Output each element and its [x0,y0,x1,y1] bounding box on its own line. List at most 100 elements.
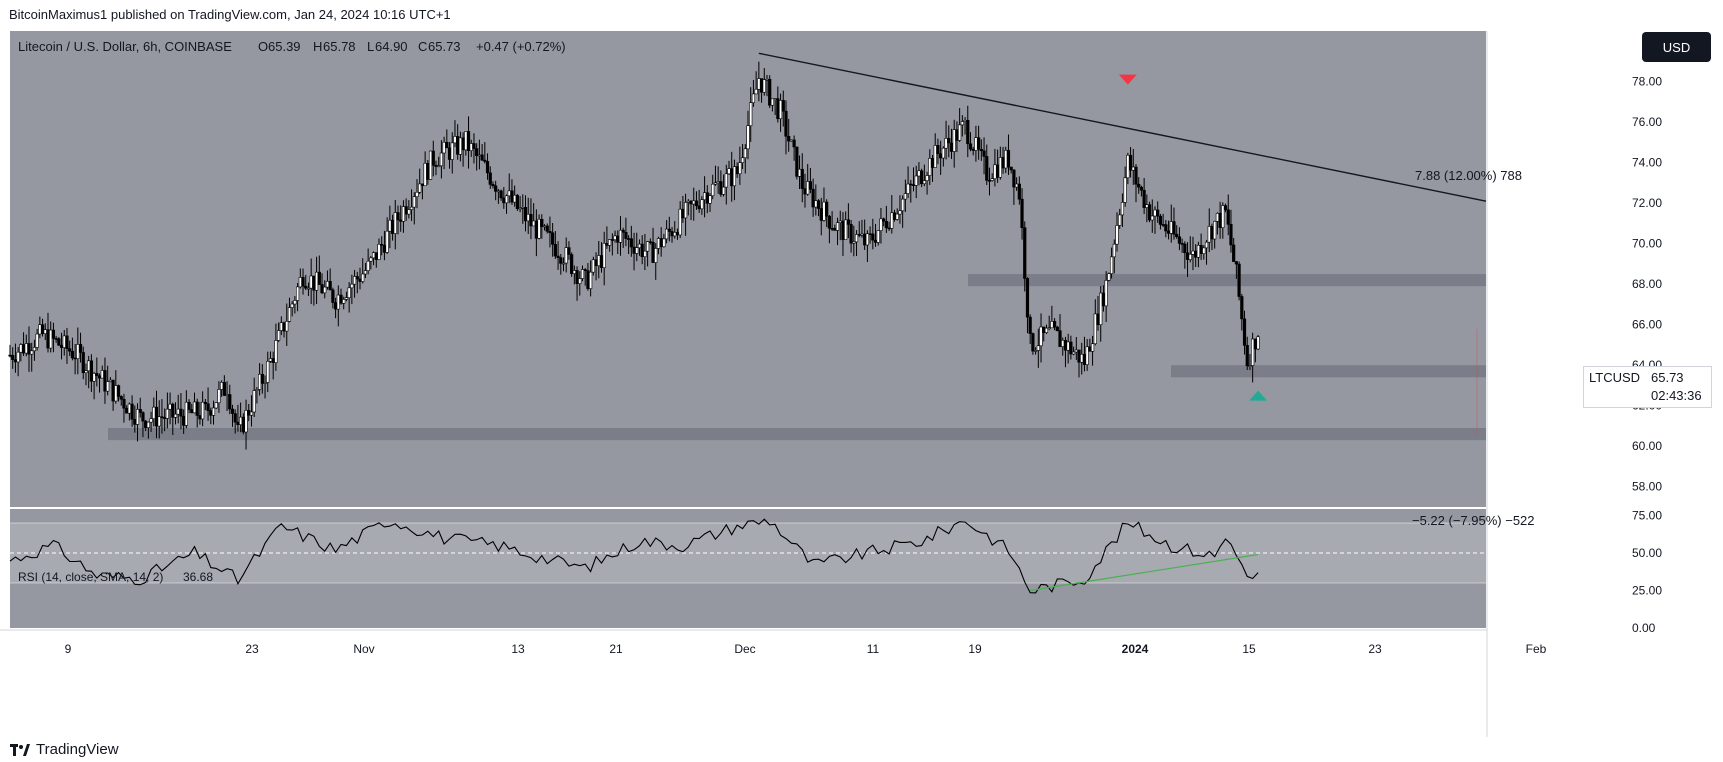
candle-body [787,135,791,142]
candle-body [491,184,495,187]
candle-body [19,344,23,353]
candle-body [374,252,378,260]
symbol-price-tag: LTCUSD 65.73 02:43:36 [1583,366,1712,408]
candle-body [97,375,102,379]
candle-body [933,145,937,168]
candle-body [488,172,492,185]
candle-body [860,233,864,236]
candle-body [331,289,335,303]
candle-body [130,403,134,420]
candle-body [1069,341,1073,355]
candle-body [38,324,42,335]
candle-body [323,286,327,294]
candle-body [863,233,867,246]
candle-body [1137,183,1141,188]
candle-body [65,335,69,349]
candle-body [358,278,362,282]
candle-body [675,232,680,236]
candle-body [222,382,226,396]
candle-body [876,230,880,243]
candle-body [646,241,650,252]
candle-body [852,241,856,244]
candle-body [1248,365,1252,367]
rsi-tick-label: 25.00 [1632,584,1662,598]
time-tick-label: 9 [65,642,72,656]
candle-body [1036,345,1040,351]
candle-body [610,239,614,241]
candle-body [350,283,354,289]
candle-body [399,219,403,222]
candle-body [1204,241,1209,249]
rsi-legend-value: 36.68 [183,570,213,584]
time-tick-label: 19 [968,642,982,656]
candle-body [651,241,655,263]
candle-body [759,78,764,93]
candle-body [792,139,796,148]
legend-low: 64.90 [375,39,408,54]
time-tick-label: 23 [245,642,259,656]
candle-body [225,394,229,396]
candle-body [854,234,859,243]
candle-body [135,409,140,425]
candle-body [1234,261,1238,265]
candle-body [599,255,604,268]
candle-body [412,196,416,208]
candle-body [689,200,693,205]
candle-body [30,350,34,355]
candle-body [176,408,180,415]
candle-body [532,220,536,227]
candle-body [711,183,715,197]
candle-body [985,156,989,181]
candle-body [1058,330,1062,347]
candle-body [1112,243,1116,258]
candle-body [409,206,414,210]
candle-body [1245,345,1249,367]
candle-body [119,396,123,400]
candle-body [941,147,945,159]
candle-body [887,227,891,230]
currency-button[interactable]: USD [1642,32,1711,62]
candle-body [198,415,202,420]
candle-body [958,124,962,141]
candle-body [1123,177,1127,203]
candle-body [187,401,191,410]
candle-body [808,181,813,190]
candle-body [195,401,199,416]
candle-body [1044,327,1049,333]
candle-body [955,129,959,141]
candle-body [998,157,1002,178]
candle-body [548,231,552,234]
candle-body [263,382,267,384]
candle-body [393,212,397,234]
buy-marker-icon [1249,390,1268,401]
candle-body [1240,296,1244,320]
candle-body [1128,154,1133,171]
candle-body [665,228,669,240]
candle-body [485,161,490,174]
candle-body [789,139,794,142]
candle-body [781,100,785,112]
candle-body [1185,252,1190,260]
candle-body [659,238,663,248]
candle-body [62,335,66,348]
candle-body [49,329,53,349]
tradingview-logo[interactable]: TradingView [10,741,119,758]
candle-body [1158,215,1163,225]
candle-body [171,403,175,418]
candle-body [513,194,517,203]
candle-body [1156,209,1160,217]
candle-body [757,78,761,90]
price-tick-label: 58.00 [1632,480,1662,494]
candle-body [1025,278,1030,318]
candle-body [59,344,64,348]
candle-body [1147,204,1152,221]
candle-body [1215,213,1219,222]
candle-body [1150,215,1154,221]
legend-c-label: C [418,39,427,54]
candle-body [301,277,305,287]
candle-body [333,302,338,310]
candle-body [456,136,460,155]
rsi-legend-label: RSI (14, close, SMA, 14, 2) [18,570,163,584]
candle-body [909,183,913,186]
